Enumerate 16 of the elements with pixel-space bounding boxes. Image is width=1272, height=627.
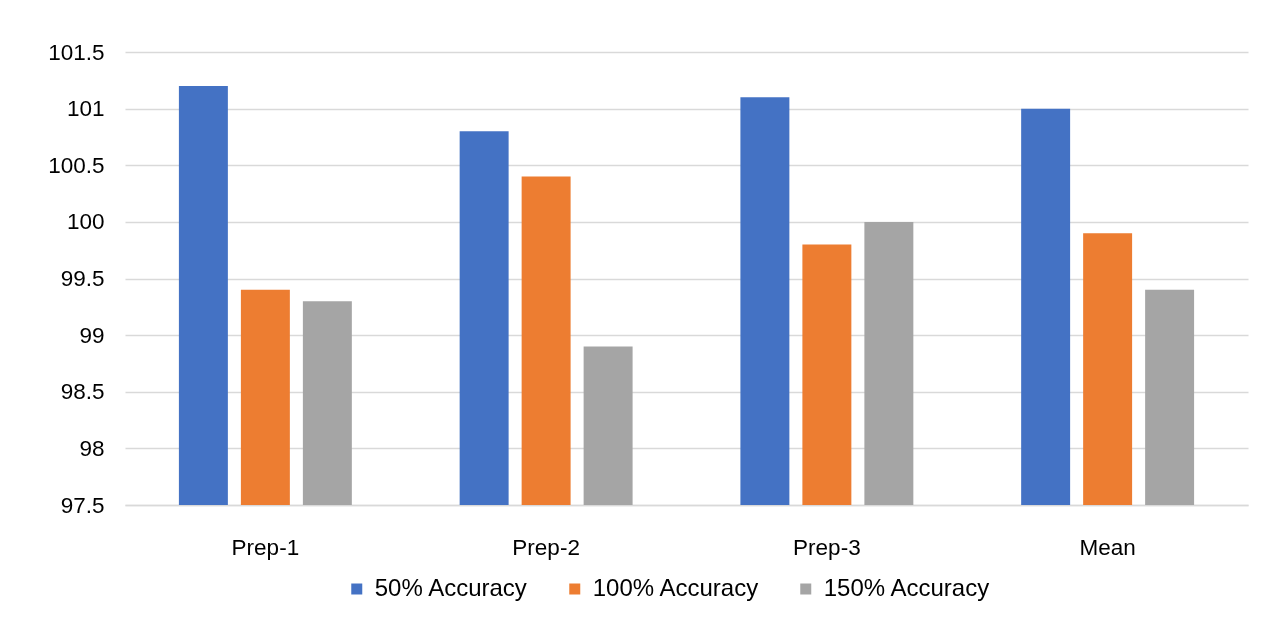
legend-label: 150% Accuracy [823, 574, 990, 601]
y-tick-label: 101 [66, 96, 105, 122]
x-tick-label: Mean [1079, 534, 1136, 560]
y-tick-label: 97.5 [60, 492, 105, 518]
y-tick-label: 101.5 [48, 39, 105, 65]
legend-label: 100% Accuracy [592, 574, 759, 601]
x-tick-label: Prep-3 [793, 534, 861, 560]
y-tick-label: 100.5 [48, 152, 105, 178]
legend-label: 50% Accuracy [374, 574, 527, 601]
y-tick-label: 99.5 [60, 266, 105, 291]
y-tick-label: 98 [79, 435, 105, 461]
y-tick-label: 99 [79, 322, 105, 348]
y-tick-label: 100 [66, 209, 105, 235]
x-tick-label: Prep-1 [231, 534, 300, 560]
x-tick-label: Prep-2 [512, 534, 580, 560]
y-tick-label: 98.5 [60, 379, 105, 405]
